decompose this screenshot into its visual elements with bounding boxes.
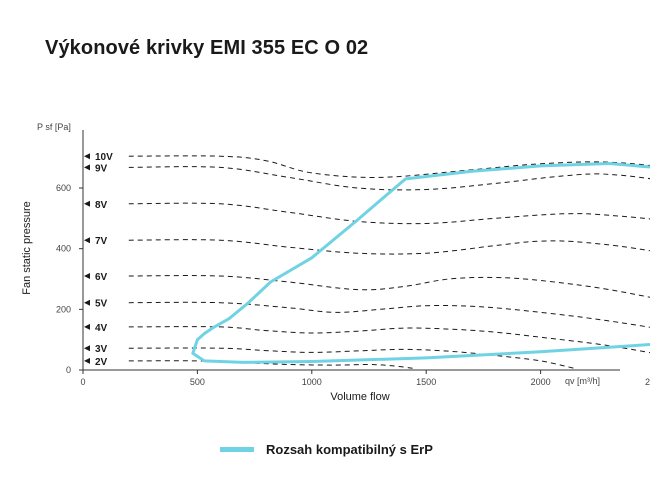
voltage-arrow-icon bbox=[84, 273, 90, 279]
voltage-curve-6V bbox=[128, 275, 650, 298]
voltage-curve-2V bbox=[128, 360, 415, 369]
voltage-curve-7V bbox=[128, 239, 650, 255]
voltage-label-2V: 2V bbox=[95, 357, 108, 368]
voltage-label-7V: 7V bbox=[95, 236, 108, 247]
voltage-curve-5V bbox=[128, 301, 650, 328]
erp-range bbox=[191, 162, 650, 364]
voltage-arrow-icon bbox=[84, 323, 90, 330]
voltage-arrow-icon bbox=[84, 237, 90, 244]
legend-swatch bbox=[220, 447, 254, 452]
voltage-curve-10V bbox=[128, 155, 650, 178]
axis-ticks: 0500100015002000250030003500400002004006… bbox=[56, 183, 650, 387]
legend: Rozsah kompatibilný s ErP bbox=[220, 442, 433, 457]
voltage-label-9V: 9V bbox=[95, 163, 108, 174]
x-tick-label: 0 bbox=[80, 377, 85, 387]
voltage-arrow-icon bbox=[84, 164, 90, 171]
y-tick-label: 200 bbox=[56, 304, 71, 314]
voltage-arrow-icon bbox=[84, 299, 90, 306]
voltage-curve-3V bbox=[128, 347, 576, 369]
voltage-label-5V: 5V bbox=[95, 299, 108, 310]
page-title: Výkonové krivky EMI 355 EC O 02 bbox=[45, 37, 369, 59]
voltage-curve-8V bbox=[128, 202, 650, 225]
voltage-arrow-icon bbox=[84, 200, 90, 207]
voltage-arrow-icon bbox=[84, 357, 90, 364]
x-tick-label: 2000 bbox=[531, 377, 551, 387]
legend-label: Rozsah kompatibilný s ErP bbox=[266, 442, 433, 457]
x-tick-label: 1000 bbox=[302, 377, 322, 387]
voltage-label-10V: 10V bbox=[95, 152, 113, 163]
y-tick-label: 400 bbox=[56, 244, 71, 254]
y-axis-title: Fan static pressure bbox=[21, 201, 33, 295]
erp-range-outline bbox=[191, 162, 650, 364]
voltage-arrow-icon bbox=[84, 153, 90, 160]
voltage-label-3V: 3V bbox=[95, 344, 108, 355]
y-tick-label: 0 bbox=[66, 365, 71, 375]
x-tick-label: 2500 bbox=[645, 377, 650, 387]
voltage-label-6V: 6V bbox=[95, 272, 108, 283]
y-unit-label: P sf [Pa] bbox=[37, 122, 71, 132]
voltage-label-4V: 4V bbox=[95, 323, 108, 334]
voltage-label-8V: 8V bbox=[95, 200, 108, 211]
voltage-curves bbox=[128, 155, 650, 369]
x-unit-label: qv [m³/h] bbox=[565, 376, 600, 386]
voltage-arrow-icon bbox=[84, 345, 90, 352]
y-tick-label: 600 bbox=[56, 183, 71, 193]
x-axis-title: Volume flow bbox=[330, 391, 389, 403]
x-tick-label: 1500 bbox=[416, 377, 436, 387]
x-tick-label: 500 bbox=[190, 377, 205, 387]
